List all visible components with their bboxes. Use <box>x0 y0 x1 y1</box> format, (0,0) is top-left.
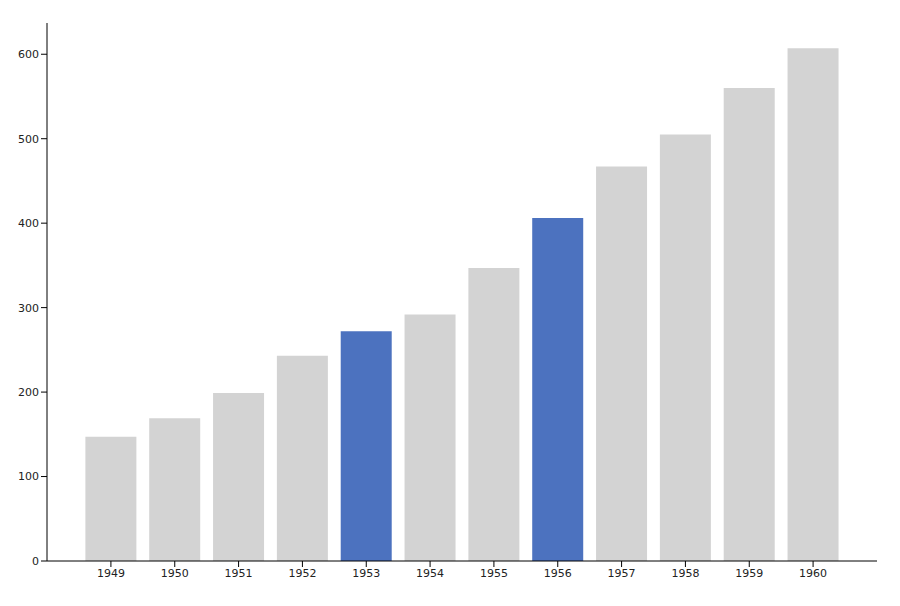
svg-text:1957: 1957 <box>608 567 636 580</box>
svg-text:0: 0 <box>32 555 39 568</box>
svg-text:100: 100 <box>18 470 39 483</box>
svg-text:600: 600 <box>18 48 39 61</box>
svg-text:1955: 1955 <box>480 567 508 580</box>
svg-text:500: 500 <box>18 133 39 146</box>
svg-text:1950: 1950 <box>161 567 189 580</box>
svg-text:1959: 1959 <box>735 567 763 580</box>
svg-text:1960: 1960 <box>799 567 827 580</box>
svg-text:300: 300 <box>18 302 39 315</box>
svg-text:1951: 1951 <box>225 567 253 580</box>
svg-text:200: 200 <box>18 386 39 399</box>
svg-text:1956: 1956 <box>544 567 572 580</box>
svg-text:1953: 1953 <box>352 567 380 580</box>
svg-text:1954: 1954 <box>416 567 444 580</box>
svg-text:1958: 1958 <box>671 567 699 580</box>
svg-text:400: 400 <box>18 217 39 230</box>
svg-text:1952: 1952 <box>288 567 316 580</box>
svg-text:1949: 1949 <box>97 567 125 580</box>
